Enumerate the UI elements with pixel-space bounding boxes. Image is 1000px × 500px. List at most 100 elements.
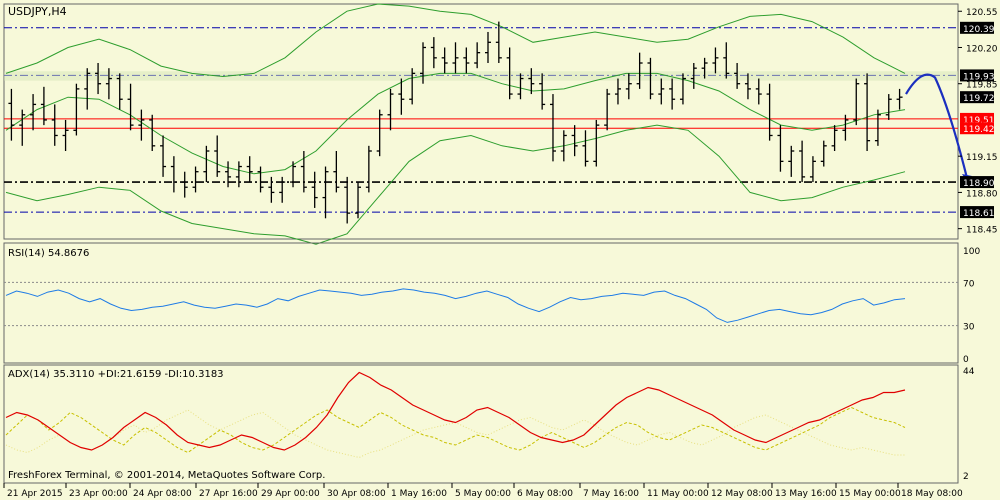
candle-55	[604, 88, 611, 131]
time-tick-label: 23 Apr 00:00	[69, 489, 128, 499]
candle-76	[831, 125, 838, 152]
candle-25	[279, 176, 286, 203]
rsi-tick-label: 70	[963, 279, 975, 289]
candle-8	[95, 63, 102, 95]
current-price-label: 119.72	[963, 94, 995, 104]
price-panel-frame	[3, 3, 959, 240]
bollinger-lower	[5, 124, 906, 245]
candle-75	[820, 140, 827, 167]
adx-series-minusDI	[5, 409, 905, 459]
price-level-tag	[960, 69, 994, 82]
time-tick-label: 29 Apr 00:00	[261, 489, 320, 499]
candle-82	[896, 88, 903, 110]
candle-52	[571, 125, 578, 157]
adx-title: ADX(14) 35.3110 +DI:21.6159 -DI:10.3183	[8, 369, 224, 380]
candle-19	[214, 135, 221, 177]
price-level-tag	[960, 176, 994, 189]
candle-38	[420, 42, 427, 84]
rsi-panel-frame	[3, 242, 959, 364]
time-tick-label: 15 May 00:00	[839, 489, 901, 499]
candle-81	[885, 94, 892, 120]
candle-34	[376, 109, 383, 157]
adx-panel-frame	[3, 364, 959, 484]
watermark: FreshForex Terminal, © 2001-2014, MetaQu…	[8, 470, 325, 481]
time-tick-label: 18 May 08:00	[901, 489, 963, 499]
candle-22	[246, 156, 253, 183]
candle-31	[344, 176, 351, 224]
price-level-tag	[960, 206, 994, 219]
candle-48	[528, 68, 535, 95]
candle-66	[723, 42, 730, 79]
bollinger-upper	[5, 3, 906, 78]
price-level-tag-label: 118.61	[963, 209, 995, 219]
candle-24	[268, 176, 275, 203]
rsi-tick-label: 100	[963, 247, 980, 257]
candle-40	[441, 47, 448, 74]
price-level-tag-label: 119.93	[963, 72, 995, 82]
adx-panel: ADX(14) 35.3110 +DI:21.6159 -DI:10.3183 …	[3, 364, 975, 484]
price-tick-label: 118.80	[966, 189, 998, 199]
candle-10	[116, 73, 123, 110]
candle-13	[149, 114, 156, 152]
candle-67	[734, 63, 741, 89]
time-axis: 21 Apr 2015 23 Apr 00:00 24 Apr 08:00 27 Ap…	[3, 483, 963, 499]
resistance-zone	[4, 71, 958, 81]
price-tick-label: 120.20	[966, 44, 998, 54]
price-level-tag-label: 119.42	[963, 125, 995, 135]
price-tick-label: 119.85	[966, 81, 998, 91]
adx-tick-label: 2	[963, 472, 969, 482]
forecast-path	[905, 73, 970, 183]
candle-27	[300, 151, 307, 193]
candle-6	[73, 83, 80, 136]
time-tick-label: 24 Apr 08:00	[133, 489, 192, 499]
candle-30	[333, 151, 340, 193]
rsi-title: RSI(14) 54.8676	[8, 248, 89, 259]
candle-11	[127, 83, 134, 131]
candle-63	[690, 63, 697, 89]
candle-4	[51, 104, 58, 146]
candle-44	[484, 31, 491, 64]
candle-37	[409, 68, 416, 105]
candle-68	[744, 73, 751, 100]
adx-series-plusDI	[5, 406, 906, 454]
candle-51	[560, 130, 567, 162]
candle-28	[311, 171, 318, 208]
candle-64	[701, 57, 708, 79]
candle-77	[842, 114, 849, 141]
candle-15	[170, 156, 177, 193]
time-tick-label: 6 May 08:00	[517, 489, 573, 499]
rsi-tick-label: 30	[963, 323, 975, 333]
candle-80	[874, 109, 881, 146]
candle-79	[864, 73, 871, 152]
candle-60	[658, 78, 665, 105]
price-panel: USDJPY,H4 120.55 120.20 119.85 119.15 118.80…	[3, 3, 998, 245]
candle-2	[30, 94, 37, 131]
price-tick-label: 118.45	[966, 226, 998, 236]
candle-45	[495, 21, 502, 64]
time-tick-label: 5 May 00:00	[455, 489, 511, 499]
candle-61	[669, 78, 676, 110]
candle-39	[430, 37, 437, 69]
candle-5	[62, 119, 69, 152]
candle-26	[290, 161, 297, 188]
candle-1	[19, 109, 26, 146]
time-tick-label: 27 Apr 16:00	[199, 489, 258, 499]
current-price-tag	[960, 91, 994, 104]
candle-46	[506, 47, 513, 100]
candle-54	[593, 119, 600, 167]
symbol-title: USDJPY,H4	[8, 5, 67, 18]
candle-65	[712, 47, 719, 74]
rsi-tick-label: 0	[963, 355, 969, 365]
candle-12	[138, 109, 145, 141]
candle-47	[517, 73, 524, 100]
candle-29	[322, 166, 329, 219]
price-tick-label: 119.15	[966, 153, 998, 163]
price-tick-label: 120.55	[966, 8, 998, 18]
bollinger-middle	[5, 72, 906, 175]
candle-50	[549, 94, 556, 162]
candle-35	[387, 88, 394, 131]
candle-3	[40, 86, 47, 126]
candle-36	[398, 78, 405, 115]
candle-14	[160, 135, 167, 177]
candle-20	[225, 161, 232, 188]
